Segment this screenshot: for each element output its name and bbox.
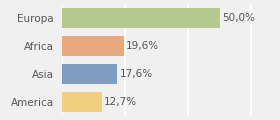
Text: 17,6%: 17,6%: [120, 69, 153, 79]
Text: 12,7%: 12,7%: [104, 97, 137, 107]
Text: 50,0%: 50,0%: [222, 13, 255, 23]
Bar: [62, 8, 220, 28]
Bar: [62, 92, 102, 112]
Bar: [62, 64, 117, 84]
Text: 19,6%: 19,6%: [126, 41, 159, 51]
Bar: [62, 36, 123, 56]
